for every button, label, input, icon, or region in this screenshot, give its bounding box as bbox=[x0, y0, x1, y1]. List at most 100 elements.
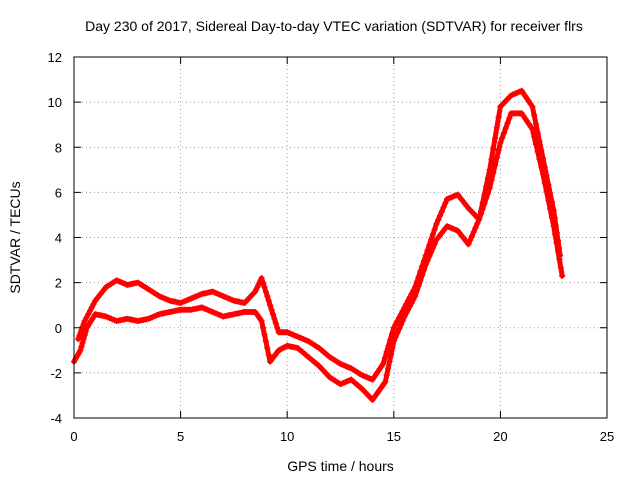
data-point bbox=[387, 336, 394, 343]
data-point bbox=[495, 147, 502, 154]
data-point bbox=[81, 318, 88, 324]
y-tick-label: 2 bbox=[55, 276, 62, 291]
data-point bbox=[80, 321, 87, 327]
data-point bbox=[493, 124, 500, 131]
data-point bbox=[412, 284, 419, 291]
x-tick-label: 25 bbox=[600, 429, 614, 444]
data-point bbox=[385, 365, 392, 372]
data-point bbox=[490, 145, 497, 152]
data-point bbox=[82, 328, 89, 335]
data-point bbox=[264, 345, 271, 352]
data-point bbox=[465, 241, 472, 248]
data-point bbox=[481, 191, 488, 198]
data-point bbox=[397, 311, 404, 318]
data-point bbox=[271, 315, 278, 322]
data-point bbox=[78, 327, 85, 333]
data-series bbox=[71, 87, 566, 403]
y-tick-label: 10 bbox=[48, 95, 62, 110]
data-point bbox=[435, 216, 442, 223]
data-point bbox=[488, 156, 495, 163]
data-point bbox=[442, 200, 449, 207]
series-1 bbox=[75, 87, 564, 383]
data-point bbox=[552, 222, 559, 229]
data-point bbox=[529, 103, 536, 110]
data-point bbox=[469, 233, 475, 239]
data-point bbox=[506, 115, 513, 122]
data-point bbox=[543, 172, 550, 179]
data-point bbox=[76, 333, 83, 339]
axis-ticks bbox=[73, 56, 608, 419]
data-point bbox=[410, 287, 417, 294]
data-point bbox=[390, 324, 397, 331]
data-point bbox=[492, 135, 499, 142]
data-point bbox=[79, 339, 86, 346]
data-point bbox=[261, 331, 268, 338]
data-point bbox=[529, 126, 536, 133]
data-point bbox=[421, 257, 427, 264]
data-point bbox=[396, 325, 403, 332]
y-tick-label: -2 bbox=[50, 366, 62, 381]
data-point bbox=[536, 138, 543, 145]
data-point bbox=[547, 190, 554, 197]
data-point bbox=[388, 351, 394, 358]
y-tick-label: 0 bbox=[55, 321, 62, 336]
data-point bbox=[85, 311, 92, 318]
data-point bbox=[272, 320, 279, 327]
data-point bbox=[555, 237, 561, 244]
y-tick-label: 4 bbox=[55, 231, 62, 246]
data-point bbox=[502, 125, 509, 132]
data-point bbox=[545, 181, 552, 188]
data-point bbox=[428, 236, 435, 243]
data-point bbox=[424, 247, 431, 254]
data-point bbox=[262, 338, 269, 345]
data-point bbox=[486, 166, 493, 173]
data-point bbox=[501, 130, 507, 136]
data-point bbox=[265, 351, 272, 358]
data-point bbox=[258, 318, 265, 324]
y-tick-label: 8 bbox=[55, 140, 62, 155]
data-point bbox=[75, 336, 82, 342]
data-point bbox=[538, 146, 545, 153]
data-point bbox=[557, 264, 564, 271]
data-point bbox=[401, 304, 408, 311]
data-point bbox=[492, 162, 499, 169]
data-point bbox=[440, 204, 447, 211]
data-point bbox=[262, 288, 269, 295]
data-point bbox=[437, 212, 443, 219]
data-point bbox=[383, 348, 390, 355]
data-point bbox=[495, 114, 502, 121]
data-point bbox=[499, 134, 506, 141]
data-point bbox=[394, 330, 401, 336]
data-point bbox=[265, 297, 272, 304]
y-tick-label: 6 bbox=[55, 185, 62, 200]
data-point bbox=[479, 199, 486, 206]
data-point bbox=[77, 330, 84, 336]
gridlines bbox=[74, 57, 607, 418]
data-point bbox=[417, 268, 424, 275]
data-point bbox=[88, 304, 95, 311]
data-point bbox=[485, 175, 491, 182]
data-point bbox=[80, 336, 87, 342]
data-point bbox=[419, 263, 426, 270]
data-point bbox=[556, 245, 562, 251]
data-point bbox=[399, 317, 406, 324]
data-point bbox=[531, 112, 538, 119]
y-axis-label: SDTVAR / TECUs bbox=[7, 181, 23, 293]
data-point bbox=[382, 378, 389, 385]
data-point bbox=[399, 307, 406, 314]
data-point bbox=[415, 273, 422, 280]
data-point bbox=[268, 306, 275, 313]
series-trace bbox=[75, 88, 563, 383]
x-tick-label: 5 bbox=[177, 429, 184, 444]
data-point bbox=[470, 228, 477, 235]
data-point bbox=[429, 231, 436, 238]
data-point bbox=[264, 293, 271, 300]
data-point bbox=[408, 290, 415, 297]
data-point bbox=[396, 314, 403, 321]
y-tick-label: 12 bbox=[48, 50, 62, 65]
series-trace bbox=[71, 110, 565, 403]
x-tick-label: 20 bbox=[493, 429, 507, 444]
data-point bbox=[77, 347, 84, 354]
chart-title: Day 230 of 2017, Sidereal Day-to-day VTE… bbox=[85, 18, 583, 34]
data-point bbox=[553, 230, 560, 236]
